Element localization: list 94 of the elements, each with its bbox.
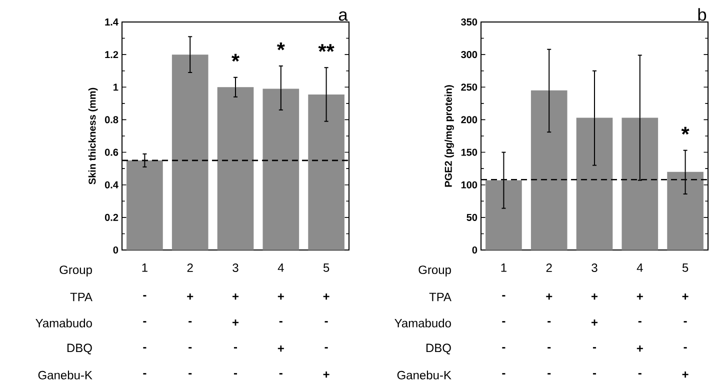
text: +: [592, 319, 598, 326]
y-tick-label: 1.2: [105, 51, 118, 58]
bar: [576, 118, 613, 250]
y-tick-label: 350: [461, 18, 478, 26]
text: -: [548, 321, 551, 323]
bar: [530, 90, 568, 250]
annotation: *: [232, 54, 240, 62]
bar: [622, 118, 658, 250]
bar: [486, 180, 522, 250]
text: -: [143, 321, 146, 323]
y-tick-label: 1: [114, 84, 118, 91]
x-tick-label: 1: [501, 264, 506, 272]
text: -: [188, 321, 192, 323]
x-tick-label: 2: [187, 264, 193, 272]
x-tick-label: 4: [278, 264, 284, 272]
text: Ganebu-K: [397, 370, 452, 380]
x-tick-label: 4: [636, 264, 643, 272]
annotation: *: [681, 126, 690, 135]
text: -: [143, 295, 146, 297]
text: -: [638, 321, 642, 323]
text: TPA: [429, 292, 452, 302]
text: +: [232, 293, 239, 300]
text: +: [636, 293, 643, 300]
annotation: *: [276, 42, 285, 50]
y-tick-label: 250: [461, 84, 478, 91]
x-axis-title: Group: [60, 266, 92, 276]
text: DBQ: [67, 344, 92, 354]
bar: [126, 160, 163, 250]
text: -: [324, 347, 328, 349]
x-axis-title: Group: [418, 266, 451, 276]
annotation: **: [318, 44, 334, 52]
x-tick-label: 2: [546, 264, 552, 272]
text: -: [638, 373, 642, 375]
y-tick-label: 0.8: [104, 116, 118, 124]
y-tick-label: 100: [461, 181, 478, 188]
y-tick-label: 150: [461, 148, 478, 156]
y-axis-title: PGE2 (pg/mg protein): [444, 85, 454, 187]
x-tick-label: 3: [592, 264, 598, 272]
text: +: [187, 293, 194, 300]
text: -: [143, 373, 146, 375]
text: +: [323, 293, 330, 300]
chart-title: b: [698, 8, 706, 21]
text: Ganebu-K: [38, 370, 92, 380]
bar: [172, 54, 208, 250]
text: -: [234, 347, 238, 349]
text: TPA: [70, 292, 92, 302]
x-tick-label: 3: [232, 264, 238, 272]
chart-title: a: [338, 11, 348, 21]
text: +: [636, 345, 643, 352]
x-tick-label: 5: [682, 264, 688, 272]
text: +: [682, 371, 688, 378]
text: -: [279, 321, 282, 323]
bar: [667, 172, 704, 250]
text: -: [548, 347, 551, 349]
text: +: [323, 371, 330, 378]
text: -: [548, 373, 551, 375]
y-tick-label: 200: [461, 116, 478, 124]
text: -: [502, 373, 506, 375]
text: +: [278, 293, 284, 300]
text: Yamabudo: [394, 318, 451, 328]
text: +: [278, 345, 284, 352]
bar: [308, 94, 344, 250]
text: -: [502, 321, 506, 323]
x-tick-label: 1: [142, 264, 148, 272]
text: -: [234, 373, 238, 375]
text: -: [324, 321, 328, 323]
y-tick-label: 50: [466, 214, 478, 221]
text: Yamabudo: [36, 318, 92, 328]
text: -: [188, 347, 192, 349]
y-tick-label: 0.4: [104, 181, 118, 188]
text: -: [143, 347, 146, 349]
text: +: [682, 293, 688, 300]
y-tick-label: 0: [113, 246, 118, 254]
bar: [262, 88, 300, 250]
text: -: [188, 373, 192, 375]
y-tick-label: 0: [472, 246, 478, 254]
x-tick-label: 5: [323, 264, 330, 272]
y-tick-label: 0.6: [104, 148, 118, 156]
text: -: [502, 295, 506, 297]
text: +: [232, 319, 239, 326]
text: -: [502, 347, 506, 349]
text: -: [592, 347, 596, 349]
y-tick-label: 1.4: [105, 18, 118, 26]
text: -: [684, 321, 687, 323]
text: +: [592, 293, 598, 300]
y-axis-title: Skin thickness (mm): [88, 88, 98, 184]
y-tick-label: 0.2: [104, 214, 118, 221]
text: -: [279, 373, 282, 375]
text: -: [592, 373, 596, 375]
text: DBQ: [426, 344, 451, 354]
text: -: [684, 347, 687, 349]
bar: [217, 87, 254, 250]
text: +: [546, 293, 552, 300]
y-tick-label: 300: [461, 51, 478, 58]
